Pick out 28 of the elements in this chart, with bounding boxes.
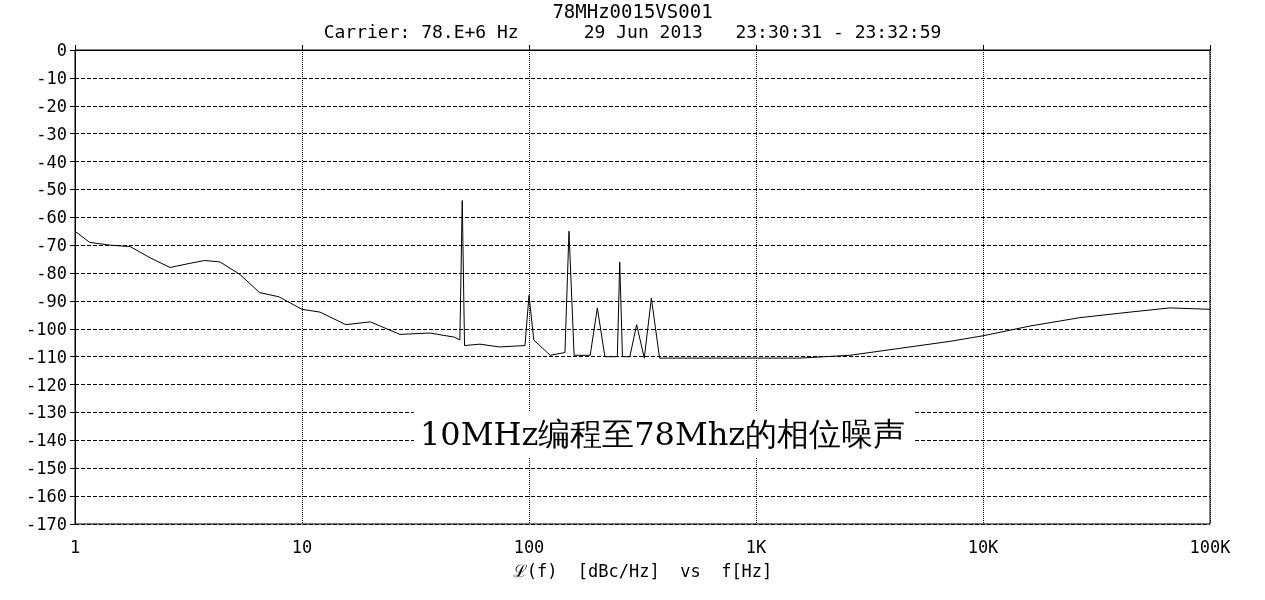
y-tick-label: -60 xyxy=(36,207,67,228)
x-tick-label: 1K xyxy=(745,536,767,557)
y-tick-label: -30 xyxy=(36,123,67,144)
y-tick-label: -50 xyxy=(36,179,67,200)
y-tick-label: -40 xyxy=(36,151,67,172)
y-tick-label: -10 xyxy=(36,67,67,88)
y-tick-label: -170 xyxy=(26,514,67,534)
x-tick-label: 1 xyxy=(69,536,81,557)
x-tick-label: 10K xyxy=(967,536,1000,557)
y-tick-label: -110 xyxy=(26,346,67,367)
y-tick-label: -70 xyxy=(36,235,67,256)
y-tick-label: -90 xyxy=(36,290,67,311)
x-axis-title: ℒ(f) [dBc/Hz] vs f[Hz] xyxy=(512,560,773,581)
x-tick-label: 100K xyxy=(1189,536,1232,557)
y-tick-label: -160 xyxy=(26,486,67,507)
x-tick-label: 10 xyxy=(291,536,313,557)
chart-title: 78MHz0015VS001 xyxy=(552,0,713,22)
chart-subtitle: Carrier: 78.E+6 Hz 29 Jun 2013 23:30:31 - 23:32:59 xyxy=(323,20,942,42)
y-tick-label: -120 xyxy=(26,374,67,395)
y-tick-label: -150 xyxy=(26,458,67,479)
y-tick-label: -130 xyxy=(26,402,67,423)
y-tick-label: -100 xyxy=(26,318,67,339)
y-tick-label: 0 xyxy=(56,40,67,60)
y-tick-label: -140 xyxy=(26,430,67,451)
y-tick-label: -80 xyxy=(36,263,67,284)
annotation: 10MHz编程至78Mhz的相位噪声 xyxy=(420,415,906,453)
y-tick-label: -20 xyxy=(36,95,67,116)
x-tick-label: 100 xyxy=(513,536,545,557)
